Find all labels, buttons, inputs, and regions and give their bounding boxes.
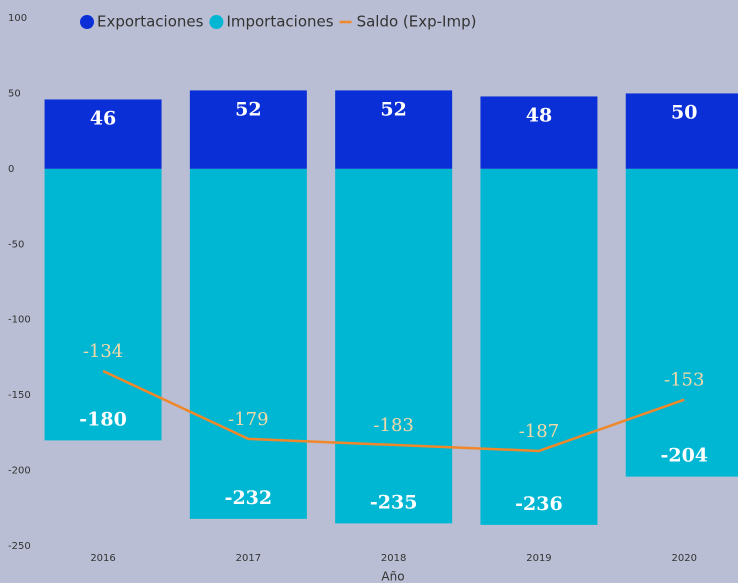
y-tick-label: -50 bbox=[8, 239, 24, 250]
bar bbox=[625, 93, 738, 169]
legend-label: Importaciones bbox=[226, 13, 333, 31]
value-label: -153 bbox=[664, 370, 704, 391]
bar bbox=[335, 168, 453, 524]
y-tick-label: -150 bbox=[8, 390, 31, 401]
line bbox=[102, 369, 685, 453]
legend-label: Exportaciones bbox=[97, 13, 204, 31]
bar bbox=[480, 96, 598, 169]
bar bbox=[44, 168, 162, 441]
y-tick-label: -250 bbox=[8, 541, 31, 552]
bar bbox=[44, 99, 162, 169]
value-label: -236 bbox=[515, 493, 563, 515]
value-label: 48 bbox=[526, 104, 552, 126]
y-tick-label: 100 bbox=[8, 13, 27, 24]
value-label: -235 bbox=[370, 491, 418, 513]
bar bbox=[480, 168, 598, 525]
value-label: 52 bbox=[380, 98, 406, 120]
x-tick-label: 2020 bbox=[672, 553, 697, 564]
value-label: -134 bbox=[83, 341, 123, 362]
value-label: 50 bbox=[671, 101, 697, 123]
x-axis-label: Año bbox=[381, 570, 404, 583]
bar bbox=[625, 168, 738, 477]
bar bbox=[189, 168, 307, 519]
value-label: 52 bbox=[235, 98, 261, 120]
x-tick-label: 2017 bbox=[236, 553, 261, 564]
value-label: 46 bbox=[90, 107, 116, 129]
legend-marker bbox=[80, 15, 94, 29]
x-tick-label: 2016 bbox=[90, 553, 115, 564]
x-tick-label: 2018 bbox=[381, 553, 406, 564]
y-tick-label: -200 bbox=[8, 466, 31, 477]
legend-marker bbox=[209, 15, 224, 29]
y-tick-label: 0 bbox=[8, 164, 14, 175]
value-label: -232 bbox=[225, 487, 273, 509]
x-tick-label: 2019 bbox=[526, 553, 551, 564]
legend-label: Saldo (Exp-Imp) bbox=[357, 13, 477, 31]
y-tick-label: 50 bbox=[8, 88, 21, 99]
value-label: -187 bbox=[519, 421, 559, 442]
value-label: -204 bbox=[660, 445, 708, 467]
y-tick-label: -100 bbox=[8, 315, 31, 326]
value-label: -183 bbox=[373, 415, 413, 436]
value-label: -180 bbox=[79, 408, 127, 430]
bar bbox=[335, 90, 453, 169]
bar bbox=[189, 90, 307, 169]
value-label: -179 bbox=[228, 409, 268, 430]
